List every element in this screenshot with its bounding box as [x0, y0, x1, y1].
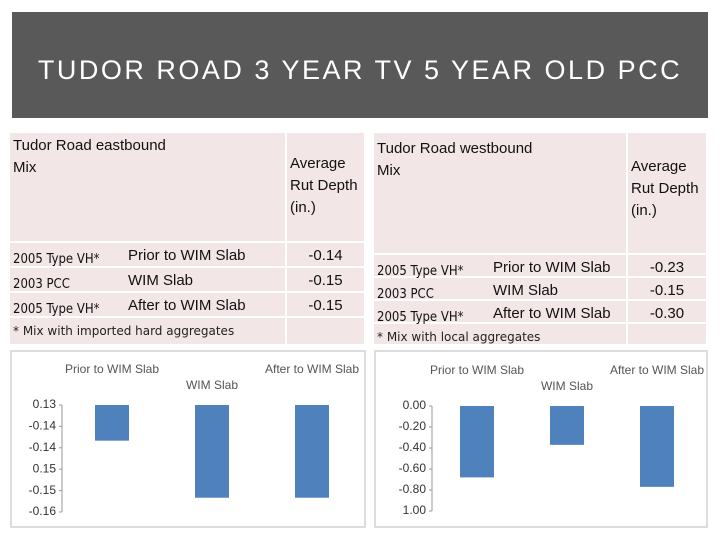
y-tick-label: 0.13	[33, 397, 57, 411]
mix-cell: 2005 Type VH*	[374, 255, 490, 279]
y-tick-label: -0.40	[399, 440, 427, 454]
header-cell	[490, 133, 628, 255]
header-text: Tudor Road westbound Mix	[377, 140, 533, 179]
mix-cell: 2005 Type VH*	[10, 293, 125, 318]
x-tick-label: WIM Slab	[540, 379, 593, 393]
value-cell: -0.23	[628, 255, 708, 278]
x-tick-label: WIM Slab	[185, 378, 238, 392]
bar	[460, 406, 494, 478]
header-cell	[10, 133, 125, 243]
empty-cell	[287, 318, 366, 346]
x-tick-label: After to WIM Slab	[264, 362, 360, 376]
value-cell: -0.30	[628, 301, 708, 324]
table: Tudor Road eastbound Mix Average Rut Dept…	[10, 133, 366, 346]
header-cell	[125, 133, 287, 243]
bar	[195, 405, 229, 498]
value-cell: -0.15	[628, 278, 708, 301]
value-cell: -0.15	[287, 293, 366, 318]
y-tick-label: -0.20	[399, 419, 427, 433]
header-text: Tudor Road eastbound Mix	[13, 137, 166, 176]
mix-cell: 2005 Type VH*	[10, 243, 125, 268]
value-cell: -0.14	[287, 243, 366, 268]
header-cell	[374, 133, 490, 255]
chart: 0.13 -0.14 -0.14 0.15 -0.15 -0.16 Prior to WIM…	[10, 350, 366, 528]
x-tick-label: Prior to WIM Slab	[64, 362, 160, 376]
table: Tudor Road westbound Mix Average Rut Dept…	[374, 133, 708, 346]
bar	[640, 406, 674, 487]
mix-cell: 2003 PCC	[10, 268, 125, 293]
x-tick-label: After to WIM Slab	[609, 363, 705, 377]
period-cell: After to WIM Slab	[490, 301, 628, 324]
slide-title: TUDOR ROAD 3 YEAR TV 5 YEAR OLD PCC	[37, 55, 683, 85]
y-tick-label: 1.00	[403, 503, 427, 517]
empty-cell	[628, 324, 708, 346]
y-tick-label: 0.15	[33, 461, 57, 475]
chart-svg: 0.13 -0.14 -0.14 0.15 -0.15 -0.16	[29, 397, 329, 518]
y-tick-label: -0.60	[399, 461, 427, 475]
bar	[295, 405, 329, 498]
chart: 0.00 -0.20 -0.40 -0.60 -0.80 1.00 Prior to WIM…	[374, 350, 708, 528]
footnote: * Mix with local aggregates	[374, 324, 628, 346]
title-band	[12, 12, 708, 118]
value-cell: -0.15	[287, 268, 366, 293]
period-cell: WIM Slab	[125, 268, 287, 293]
mix-cell: 2003 PCC	[374, 278, 490, 302]
y-tick-label: -0.14	[29, 440, 57, 454]
bar	[95, 405, 129, 441]
mix-cell: 2005 Type VH*	[374, 301, 490, 325]
bar	[550, 406, 584, 445]
y-tick-label: -0.16	[29, 504, 57, 518]
y-tick-label: -0.14	[29, 419, 57, 433]
header-cell: Average Rut Depth (in.)	[287, 133, 366, 243]
x-tick-label: Prior to WIM Slab	[429, 363, 525, 377]
y-tick-label: 0.00	[403, 398, 427, 412]
header-cell: Average Rut Depth (in.)	[628, 133, 708, 255]
period-cell: Prior to WIM Slab	[125, 243, 287, 268]
period-cell: WIM Slab	[490, 278, 628, 301]
y-tick-label: -0.15	[29, 483, 57, 497]
period-cell: After to WIM Slab	[125, 293, 287, 318]
y-tick-label: -0.80	[399, 482, 427, 496]
footnote: * Mix with imported hard aggregates	[10, 318, 287, 346]
chart-svg: 0.00 -0.20 -0.40 -0.60 -0.80 1.00	[399, 398, 674, 517]
period-cell: Prior to WIM Slab	[490, 255, 628, 278]
